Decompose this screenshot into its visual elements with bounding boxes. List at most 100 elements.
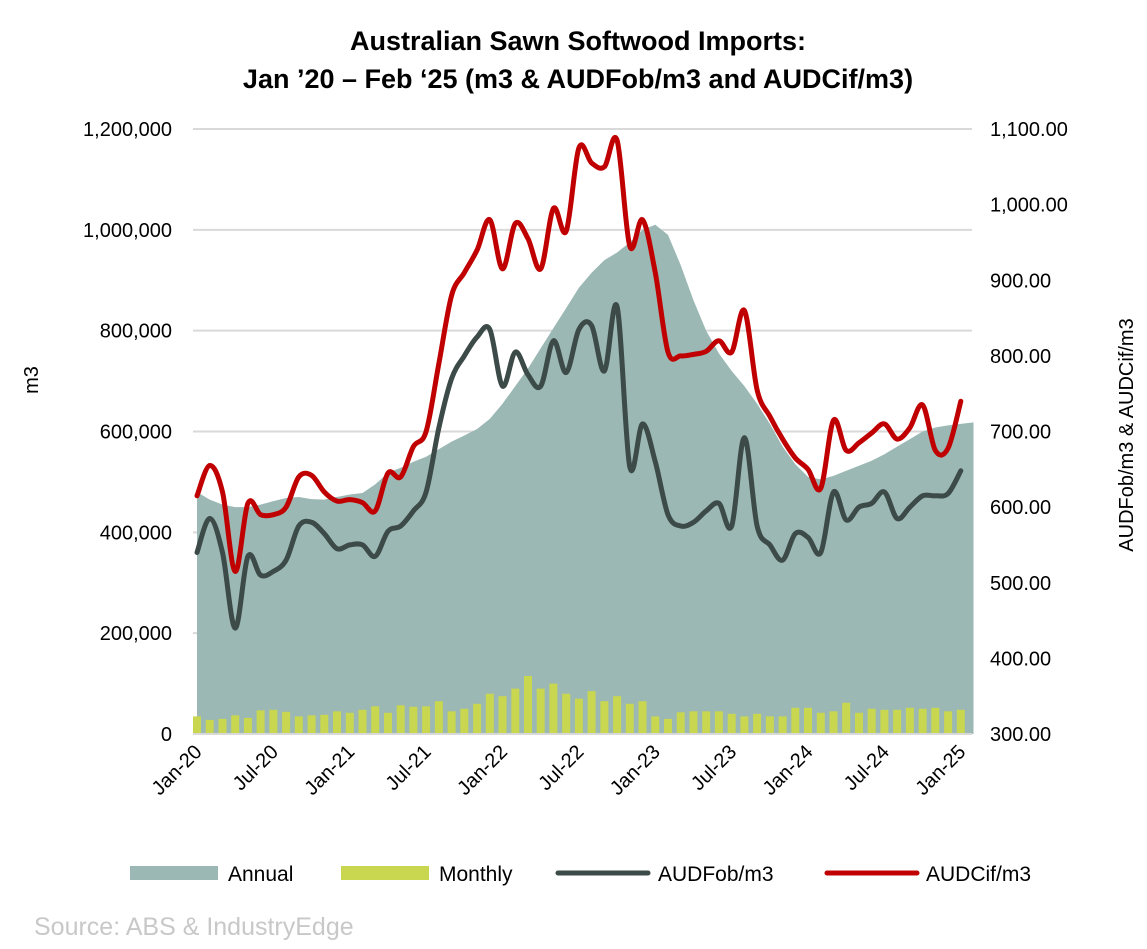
y-left-tick-label: 800,000 [100, 321, 172, 343]
chart-title-line-1: Australian Sawn Softwood Imports: [350, 26, 806, 56]
source-note: Source: ABS & IndustryEdge [34, 913, 354, 941]
monthly-bar [778, 716, 787, 734]
monthly-bar [358, 709, 367, 734]
monthly-bar [536, 688, 545, 734]
monthly-bar [511, 688, 520, 734]
monthly-bar [320, 714, 329, 734]
y-right-tick-label: 700.00 [990, 422, 1051, 444]
monthly-bar [473, 703, 482, 735]
x-tick-label: Jan-22 [453, 741, 512, 800]
y-right-tick-label: 300.00 [990, 724, 1051, 746]
legend-label-monthly: Monthly [439, 863, 513, 886]
monthly-bar [282, 711, 291, 734]
monthly-bar [587, 691, 596, 734]
monthly-bar [549, 683, 558, 734]
monthly-bar [193, 716, 201, 734]
monthly-bar [727, 713, 736, 734]
monthly-bar [956, 709, 965, 734]
monthly-bar [613, 696, 622, 734]
monthly-bar [867, 708, 876, 734]
monthly-bar [434, 701, 443, 734]
monthly-bar [829, 711, 838, 734]
monthly-bar [498, 696, 507, 734]
y-right-tick-label: 800.00 [990, 346, 1051, 368]
legend-swatch-annual [130, 866, 218, 880]
monthly-bar [205, 719, 214, 734]
monthly-bar [664, 718, 672, 734]
monthly-bar [231, 715, 240, 734]
annual-area [197, 224, 974, 735]
y-right-tick-label: 600.00 [990, 497, 1051, 519]
monthly-bar [855, 712, 863, 734]
monthly-bar [256, 710, 265, 734]
y-left-tick-label: 1,200,000 [83, 119, 172, 141]
monthly-bar [804, 707, 812, 734]
y-left-tick-label: 1,000,000 [83, 220, 172, 242]
legend-label-audfob: AUDFob/m3 [658, 863, 774, 886]
monthly-bar [409, 706, 418, 734]
monthly-bar [600, 701, 609, 734]
monthly-bar [485, 693, 494, 734]
monthly-bar [676, 712, 685, 734]
monthly-bar [893, 709, 902, 734]
monthly-bar [625, 703, 634, 735]
monthly-bar [345, 712, 354, 734]
monthly-bars-layer [193, 676, 965, 735]
monthly-bar [880, 709, 889, 734]
price-lines-layer [194, 134, 964, 631]
x-tick-label: Jan-20 [148, 741, 207, 800]
monthly-bar [816, 712, 825, 734]
monthly-bar [396, 705, 405, 734]
y-left-tick-label: 0 [161, 724, 172, 746]
monthly-bar [269, 709, 278, 734]
x-tick-label: Jan-23 [606, 741, 665, 800]
monthly-bar [562, 693, 571, 734]
monthly-bar [243, 717, 252, 734]
monthly-bar [689, 711, 698, 734]
x-tick-label: Jul-21 [382, 741, 436, 795]
legend-swatch-monthly [341, 866, 429, 880]
y-axis-right-title: AUDFob/m3 & AUDCif/m3 [1116, 318, 1138, 551]
monthly-bar [422, 706, 431, 734]
monthly-bar [574, 698, 583, 734]
monthly-bar [842, 702, 851, 734]
monthly-bar [931, 707, 940, 734]
monthly-bar [765, 716, 774, 734]
audfob-line [194, 302, 964, 631]
monthly-bar [918, 708, 927, 734]
legend-label-audcif: AUDCif/m3 [926, 863, 1031, 886]
monthly-bar [460, 708, 469, 734]
monthly-bar [740, 716, 749, 734]
y-right-tick-label: 900.00 [990, 270, 1051, 292]
y-left-tick-label: 200,000 [100, 623, 172, 645]
monthly-bar [905, 707, 914, 734]
left-axis-ticks: 0 200,000 400,000 600,000 800,000 1,000,000 1,… [83, 119, 172, 746]
y-right-tick-label: 1,000.00 [990, 195, 1068, 217]
audcif-line [194, 134, 964, 574]
y-right-tick-label: 500.00 [990, 573, 1051, 595]
chart-title-line-2: Jan ’20 – Feb ‘25 (m3 & AUDFob/m3 and AU… [243, 64, 913, 94]
legend: Annual Monthly AUDFob/m3 AUDCif/m3 [130, 863, 1031, 886]
monthly-bar [384, 712, 392, 734]
x-tick-label: Jul-20 [229, 741, 283, 795]
monthly-bar [944, 711, 953, 734]
monthly-bar [371, 706, 380, 734]
x-tick-label: Jul-22 [534, 741, 588, 795]
monthly-bar [638, 701, 647, 734]
x-tick-label: Jan-25 [912, 741, 971, 800]
monthly-bar [294, 716, 303, 734]
monthly-bar [714, 711, 723, 734]
x-tick-label: Jan-24 [759, 741, 818, 800]
legend-label-annual: Annual [228, 863, 293, 886]
y-axis-left-title: m3 [21, 366, 43, 394]
monthly-bar [702, 711, 711, 734]
monthly-bar [524, 676, 532, 734]
monthly-bar [651, 716, 660, 734]
y-left-tick-label: 400,000 [100, 522, 172, 544]
y-left-tick-label: 600,000 [100, 422, 172, 444]
x-tick-label: Jul-24 [840, 741, 894, 795]
x-tick-label: Jul-23 [687, 741, 741, 795]
y-right-tick-label: 400.00 [990, 648, 1051, 670]
annual-area-layer [197, 224, 974, 735]
